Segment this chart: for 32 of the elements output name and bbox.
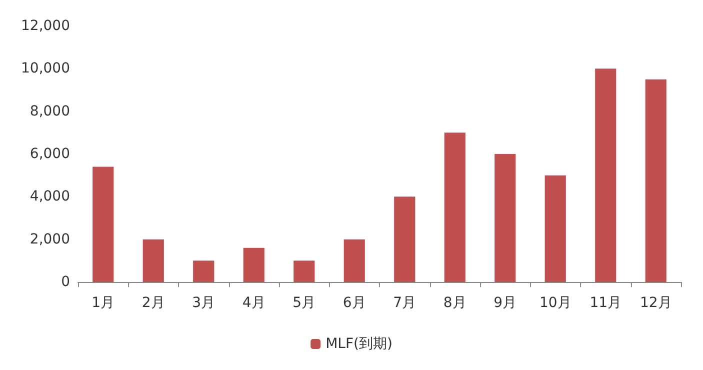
- y-tick-label: 12,000: [21, 18, 70, 34]
- bar: [344, 239, 365, 282]
- bar: [243, 248, 264, 282]
- x-tick-label: 10月: [539, 295, 572, 311]
- x-tick-label: 7月: [393, 295, 416, 311]
- bar: [193, 260, 214, 282]
- y-tick-label: 10,000: [21, 60, 70, 77]
- bar: [494, 154, 516, 282]
- x-tick-label: 9月: [494, 295, 517, 311]
- y-tick-label: 4,000: [30, 188, 70, 205]
- x-tick-label: 6月: [342, 295, 366, 311]
- bar: [294, 260, 315, 282]
- x-tick-label: 3月: [192, 295, 216, 311]
- y-tick-label: 6,000: [30, 146, 70, 162]
- bar: [645, 79, 666, 282]
- bar: [444, 132, 466, 282]
- y-tick-label: 0: [61, 274, 70, 290]
- x-tick-label: 4月: [242, 295, 266, 311]
- bar: [142, 239, 164, 282]
- x-tick-label: 2月: [142, 295, 165, 311]
- bar: [394, 196, 416, 282]
- y-tick-label: 2,000: [30, 231, 70, 248]
- bar: [595, 68, 616, 282]
- x-tick-label: 1月: [92, 295, 115, 311]
- x-tick-label: 11月: [590, 295, 622, 311]
- x-tick-label: 5月: [292, 295, 316, 311]
- bar: [92, 166, 114, 282]
- x-tick-label: 12月: [640, 295, 672, 311]
- y-tick-label: 8,000: [30, 103, 70, 120]
- bar: [544, 175, 566, 282]
- x-tick-label: 8月: [443, 295, 466, 311]
- legend-label: MLF(到期): [326, 336, 392, 352]
